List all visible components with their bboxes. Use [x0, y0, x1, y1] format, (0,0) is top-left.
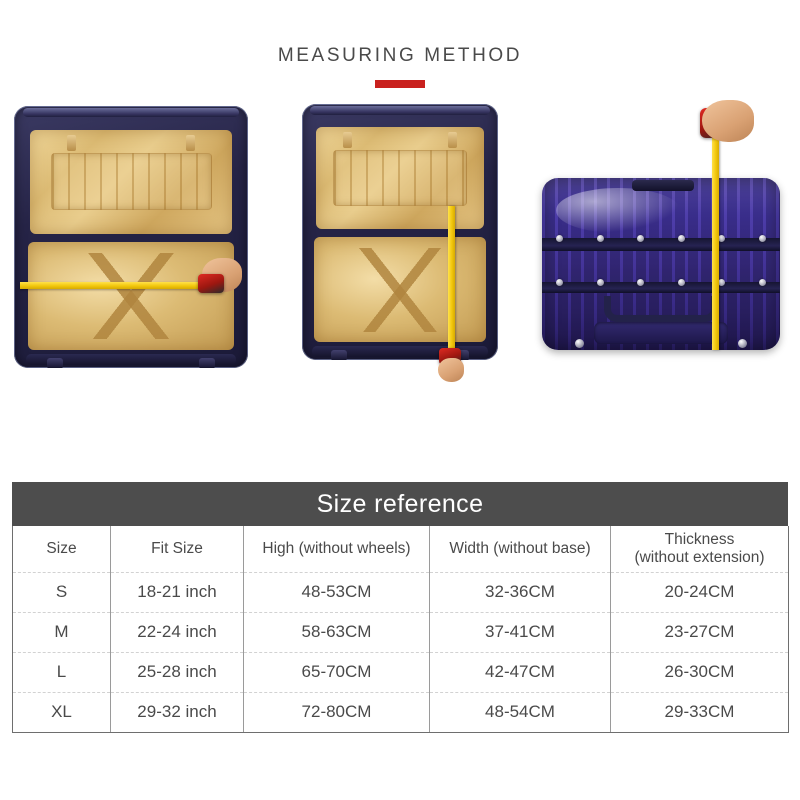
column-header-thickness-line1: Thickness	[664, 530, 735, 548]
suitcase-top-handle	[632, 180, 695, 191]
rivet	[758, 278, 766, 286]
cell-width: 48-54CM	[429, 691, 611, 733]
measuring-method-photos	[0, 96, 800, 386]
suitcase-wheel-right	[199, 358, 216, 368]
suitcase-top-rim	[309, 106, 491, 115]
photo-closed-suitcase-thickness	[534, 96, 796, 386]
cell-thickness: 23-27CM	[610, 611, 789, 652]
suitcase-telescopic-handle-housing	[594, 322, 728, 344]
suitcase-lid-lining	[30, 129, 232, 235]
cell-width: 32-36CM	[429, 571, 611, 612]
rivet	[718, 278, 726, 286]
rivet	[677, 234, 685, 242]
size-chart: Size Fit Size High (without wheels) Widt…	[12, 526, 789, 733]
tape-measure-ribbon-vertical	[712, 134, 719, 350]
suitcase-rivet-row-upper	[556, 234, 766, 242]
lid-strap-clip-left	[66, 134, 76, 151]
table-title: Size reference	[316, 489, 484, 518]
suitcase-foot-right	[737, 339, 747, 348]
tape-measure-body	[198, 274, 224, 293]
rivet	[556, 278, 564, 286]
column-header-high: High (without wheels)	[243, 526, 430, 572]
suitcase-base-lining	[313, 237, 487, 343]
cell-fit: 22-24 inch	[110, 611, 244, 652]
rivet	[596, 234, 604, 242]
open-suitcase-shell	[14, 106, 248, 368]
column-header-thickness: Thickness (without extension)	[610, 526, 789, 572]
title-accent-rule	[375, 80, 425, 88]
table-header-band: Size reference	[12, 482, 788, 526]
page-title: MEASURING METHOD	[277, 45, 523, 66]
suitcase-top-rim	[23, 108, 239, 117]
cell-size: XL	[12, 691, 111, 733]
cell-size: L	[12, 651, 111, 692]
table-row: XL 29-32 inch 72-80CM 48-54CM 29-33CM	[12, 691, 789, 733]
suitcase-bottom-rim	[25, 354, 237, 365]
rivet	[718, 234, 726, 242]
suitcase-lid-mesh-panel	[50, 152, 212, 211]
suitcase-bottom-rim	[311, 346, 489, 357]
cell-size: M	[12, 611, 111, 652]
column-header-size: Size	[12, 526, 111, 572]
cell-high: 72-80CM	[243, 691, 430, 733]
lid-strap-clip-left	[342, 132, 352, 149]
table-row: L 25-28 inch 65-70CM 42-47CM 26-30CM	[12, 651, 789, 692]
cell-fit: 25-28 inch	[110, 651, 244, 692]
photo-open-suitcase-width	[6, 96, 256, 386]
table-header-row: Size Fit Size High (without wheels) Widt…	[12, 526, 789, 572]
suitcase-rivet-row-lower	[556, 278, 766, 286]
suitcase-lid-lining	[315, 127, 485, 230]
suitcase-base-lining	[28, 242, 234, 350]
rivet	[556, 234, 564, 242]
lid-strap-clip-right	[186, 134, 196, 151]
table-row: S 18-21 inch 48-53CM 32-36CM 20-24CM	[12, 571, 789, 612]
cell-fit: 29-32 inch	[110, 691, 244, 733]
rivet	[758, 234, 766, 242]
rivet	[637, 234, 645, 242]
lid-strap-clip-right	[448, 132, 458, 149]
cell-width: 42-47CM	[429, 651, 611, 692]
suitcase-gloss-highlight	[556, 188, 681, 234]
hand	[438, 358, 464, 382]
rivet	[596, 278, 604, 286]
rivet	[637, 278, 645, 286]
cell-fit: 18-21 inch	[110, 571, 244, 612]
hand	[702, 100, 754, 142]
suitcase-lid-mesh-panel	[332, 149, 468, 206]
column-header-width: Width (without base)	[429, 526, 611, 572]
suitcase-foot-left	[575, 339, 585, 348]
cell-width: 37-41CM	[429, 611, 611, 652]
cell-high: 65-70CM	[243, 651, 430, 692]
cell-size: S	[12, 571, 111, 612]
suitcase-wheel-left	[331, 350, 348, 360]
size-reference-table: Size reference Size Fit Size High (witho…	[12, 482, 789, 733]
photo-open-suitcase-height	[296, 96, 518, 386]
suitcase-wheel-left	[46, 358, 63, 368]
suitcase-carry-handle	[603, 296, 719, 322]
cell-thickness: 26-30CM	[610, 651, 789, 692]
suitcase-frame-band-lower	[542, 282, 780, 293]
page-title-block: MEASURING METHOD	[0, 44, 800, 88]
rivet	[677, 278, 685, 286]
column-header-fit-size: Fit Size	[110, 526, 244, 572]
table-row: M 22-24 inch 58-63CM 37-41CM 23-27CM	[12, 611, 789, 652]
cell-thickness: 20-24CM	[610, 571, 789, 612]
cell-high: 58-63CM	[243, 611, 430, 652]
tape-measure-ribbon-horizontal	[20, 282, 216, 289]
tape-measure-ribbon-vertical	[448, 206, 455, 358]
closed-suitcase-shell	[542, 178, 780, 350]
cell-thickness: 29-33CM	[610, 691, 789, 733]
cell-high: 48-53CM	[243, 571, 430, 612]
column-header-thickness-line2: (without extension)	[634, 548, 765, 566]
open-suitcase-shell	[302, 104, 498, 360]
